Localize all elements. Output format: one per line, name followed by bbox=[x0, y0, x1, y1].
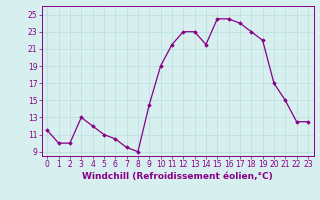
X-axis label: Windchill (Refroidissement éolien,°C): Windchill (Refroidissement éolien,°C) bbox=[82, 172, 273, 181]
